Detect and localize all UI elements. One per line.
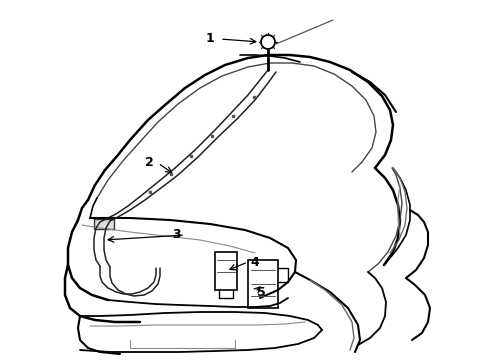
Text: 2: 2 bbox=[145, 157, 154, 170]
Text: 3: 3 bbox=[172, 229, 181, 242]
FancyBboxPatch shape bbox=[94, 219, 114, 229]
Text: 5: 5 bbox=[257, 285, 265, 298]
Text: 4: 4 bbox=[249, 256, 258, 269]
Bar bbox=[247, 260, 278, 308]
Bar bbox=[215, 252, 237, 290]
Circle shape bbox=[261, 35, 274, 49]
Text: 1: 1 bbox=[205, 32, 214, 45]
